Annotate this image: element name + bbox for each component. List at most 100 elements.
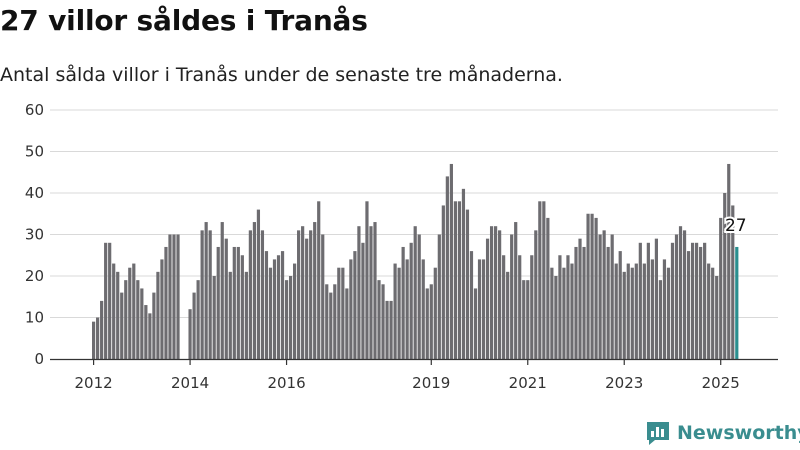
y-tick-label: 10 <box>25 309 44 327</box>
bar <box>353 251 357 359</box>
bar <box>200 230 204 359</box>
bar <box>268 267 273 359</box>
highlight-value-label: 27 <box>725 216 747 236</box>
bar <box>413 226 417 359</box>
bar <box>445 176 449 359</box>
bar <box>172 234 176 359</box>
bar <box>457 201 462 359</box>
bar <box>429 284 433 359</box>
bar <box>530 255 534 359</box>
bar <box>252 222 256 359</box>
bar <box>703 242 707 359</box>
bar <box>216 246 220 359</box>
bar <box>686 251 691 359</box>
bar <box>228 271 232 359</box>
bar <box>449 163 453 359</box>
bar <box>485 238 490 359</box>
bar <box>711 267 715 359</box>
bar <box>554 276 558 359</box>
bar <box>506 271 510 359</box>
bar <box>248 230 252 359</box>
bar <box>634 263 638 359</box>
bar <box>240 255 244 359</box>
bar <box>409 242 413 359</box>
bar <box>674 234 679 359</box>
bar <box>715 276 719 359</box>
bar <box>96 317 100 359</box>
bar <box>264 251 269 359</box>
bar <box>642 263 646 359</box>
x-tick-label: 2016 <box>267 374 305 392</box>
bar <box>293 263 297 359</box>
bar <box>574 246 578 359</box>
y-tick-label: 60 <box>25 101 44 119</box>
bar <box>232 246 236 359</box>
bar <box>128 267 132 359</box>
bar <box>369 226 373 359</box>
bar <box>260 230 265 359</box>
bar <box>280 251 285 359</box>
bar <box>116 271 120 359</box>
bar <box>136 280 140 359</box>
bar <box>590 213 594 359</box>
x-tick-label: 2023 <box>605 374 643 392</box>
bar <box>678 226 683 359</box>
bar <box>365 201 369 359</box>
bar <box>176 234 180 359</box>
bar <box>481 259 486 359</box>
bar <box>357 226 361 359</box>
bar <box>288 276 293 359</box>
x-tick-label: 2019 <box>412 374 450 392</box>
bar <box>124 280 128 359</box>
bar <box>397 267 401 359</box>
bar <box>578 238 582 359</box>
bar <box>188 309 192 359</box>
bar <box>477 259 482 359</box>
bar <box>224 238 228 359</box>
bar <box>598 234 602 359</box>
bar <box>284 280 289 359</box>
bar <box>630 267 634 359</box>
bar <box>546 217 550 359</box>
bar <box>650 259 654 359</box>
bar <box>140 288 144 359</box>
bar <box>699 246 703 359</box>
bar <box>212 276 216 359</box>
bar <box>441 205 445 359</box>
bar <box>654 238 658 359</box>
bar <box>690 242 695 359</box>
y-tick-label: 0 <box>34 350 44 368</box>
brand-name: Newsworthy <box>677 422 800 444</box>
bar <box>610 234 614 359</box>
bar <box>514 222 518 359</box>
x-tick-label: 2014 <box>171 374 209 392</box>
bar <box>317 201 321 359</box>
bar <box>313 222 317 359</box>
y-tick-label: 40 <box>25 184 44 202</box>
bar <box>120 292 124 359</box>
bar <box>538 201 542 359</box>
bar <box>562 267 566 359</box>
x-tick-label: 2012 <box>75 374 113 392</box>
bar <box>168 234 172 359</box>
bar <box>345 288 349 359</box>
x-axis: 2012 2014 2016 2019 2021 2023 2025 <box>50 358 778 392</box>
bar <box>469 251 474 359</box>
bar <box>461 188 466 359</box>
bar <box>208 230 212 359</box>
bar <box>510 234 514 359</box>
bar <box>622 271 626 359</box>
bar <box>626 263 630 359</box>
bar <box>417 234 421 359</box>
bar <box>132 263 136 359</box>
bar <box>682 230 687 359</box>
bar <box>297 230 301 359</box>
bar <box>542 201 546 359</box>
bar <box>723 193 727 359</box>
bar <box>361 242 365 359</box>
bar <box>594 217 598 359</box>
y-tick-label: 20 <box>25 267 44 285</box>
y-tick-label: 50 <box>25 143 44 161</box>
bar <box>244 271 248 359</box>
